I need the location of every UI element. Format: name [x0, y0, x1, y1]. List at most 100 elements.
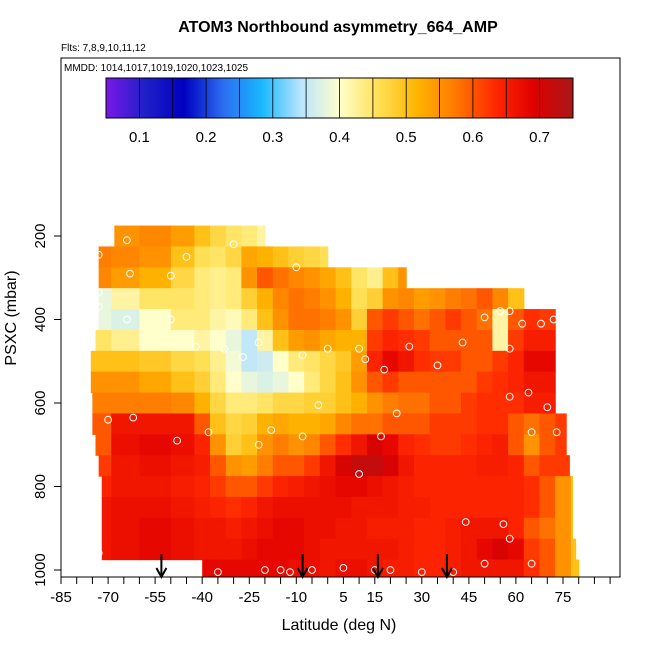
- heatmap-cell: [335, 559, 352, 577]
- heatmap-cell: [508, 309, 525, 331]
- heatmap-cell: [366, 434, 384, 456]
- heatmap-cell: [288, 392, 305, 415]
- heatmap-cell: [539, 538, 556, 561]
- heatmap-cell: [461, 288, 478, 310]
- heatmap-cell: [555, 476, 572, 498]
- heatmap-cell: [257, 288, 274, 310]
- observation-point: [405, 342, 414, 351]
- heatmap-cell: [95, 329, 112, 352]
- heatmap-cell: [461, 350, 478, 373]
- heatmap-cell: [304, 559, 321, 577]
- heatmap-cell: [139, 350, 172, 373]
- heatmap-cell: [257, 392, 274, 415]
- heatmap-cell: [508, 413, 525, 435]
- heatmap-cell: [539, 350, 556, 373]
- colorbar-tick-label: 0.2: [196, 129, 217, 146]
- observation-point: [537, 319, 545, 328]
- colorbar-tick-label: 0.4: [329, 129, 350, 146]
- heatmap-cell: [351, 309, 368, 331]
- colorbar: 0.1 0.2 0.3 0.4 0.5 0.6 0.7: [105, 77, 574, 146]
- heatmap-cell: [461, 329, 478, 352]
- x-tick-label: -25: [238, 589, 260, 606]
- heatmap-cell: [445, 455, 462, 477]
- heatmap-cell: [111, 496, 141, 519]
- heatmap-cell: [257, 434, 274, 456]
- x-tick-label: -10: [285, 589, 307, 606]
- heatmap-cell: [508, 371, 525, 394]
- heatmap-cell: [170, 329, 195, 352]
- heatmap-cell: [413, 413, 431, 435]
- observation-point: [527, 559, 536, 568]
- heatmap-cell: [210, 246, 227, 268]
- heatmap-cell: [413, 288, 431, 310]
- heatmap-cell: [257, 225, 266, 248]
- heatmap-cell: [319, 392, 337, 415]
- heatmap-cell: [319, 538, 337, 561]
- heatmap-cell: [382, 434, 399, 456]
- heatmap-cell: [225, 288, 243, 310]
- heatmap-cell: [476, 350, 494, 373]
- heatmap-cell: [101, 476, 112, 498]
- heatmap-cell: [335, 413, 352, 435]
- observation-point: [126, 269, 134, 278]
- heatmap-cell: [111, 309, 141, 331]
- heatmap-cell: [445, 288, 462, 310]
- observation-point: [123, 315, 131, 324]
- observation-point: [192, 568, 200, 576]
- heatmap-cell: [351, 559, 368, 577]
- heatmap-cell: [170, 288, 195, 310]
- heatmap-cell: [225, 413, 243, 435]
- heatmap-cell: [476, 455, 494, 477]
- heatmap-cell: [476, 434, 494, 456]
- heatmap-cell: [445, 329, 462, 352]
- heatmap-cell: [398, 517, 415, 540]
- observation-point: [527, 428, 536, 437]
- heatmap-cell: [225, 392, 243, 415]
- heatmap-cell: [139, 392, 172, 415]
- heatmap-cell: [335, 288, 352, 310]
- heatmap-cell: [429, 538, 446, 561]
- heatmap-cell: [210, 538, 227, 561]
- heatmap-cell: [570, 538, 577, 561]
- x-axis-label: Latitude (deg N): [282, 617, 397, 634]
- heatmap-cell: [413, 392, 431, 415]
- heatmap-cell: [194, 329, 211, 352]
- heatmap-cell: [539, 434, 556, 456]
- x-tick-label: 60: [508, 589, 525, 606]
- heatmap-cell: [139, 288, 172, 310]
- heatmap-cell: [335, 350, 352, 373]
- heatmap-cell: [382, 329, 399, 352]
- heatmap-cell: [351, 496, 368, 519]
- heatmap-cell: [288, 538, 305, 561]
- heatmap-cell: [413, 309, 431, 331]
- heatmap-cell: [476, 392, 494, 415]
- observation-point: [377, 432, 385, 441]
- heatmap-cell: [476, 329, 494, 352]
- heatmap-cell: [382, 455, 399, 477]
- flight-arrows: [155, 554, 453, 580]
- observation-point: [505, 392, 514, 401]
- heatmap-cell: [351, 517, 368, 540]
- heatmap-cell: [257, 538, 274, 561]
- heatmap-cell: [351, 538, 368, 561]
- heatmap-cell: [95, 434, 112, 456]
- heatmap-cell: [288, 455, 305, 477]
- heatmap-cell: [139, 371, 172, 394]
- heatmap-cell: [429, 517, 446, 540]
- heatmap-cell: [194, 225, 211, 248]
- heatmap-cell: [272, 288, 290, 310]
- observation-point: [286, 568, 294, 576]
- heatmap-cell: [272, 413, 290, 435]
- heatmap-cell: [492, 350, 509, 373]
- heatmap-cell: [492, 329, 509, 352]
- heatmap-cell: [492, 496, 509, 519]
- heatmap-cell: [429, 288, 446, 310]
- heatmap-cell: [476, 288, 494, 310]
- heatmap-cell: [288, 434, 305, 456]
- heatmap-cell: [366, 517, 384, 540]
- heatmap-cell: [241, 476, 258, 498]
- heatmap-cell: [523, 329, 541, 352]
- observation-points: [94, 236, 561, 576]
- heatmap-cell: [272, 517, 290, 540]
- heatmap-cell: [523, 455, 541, 477]
